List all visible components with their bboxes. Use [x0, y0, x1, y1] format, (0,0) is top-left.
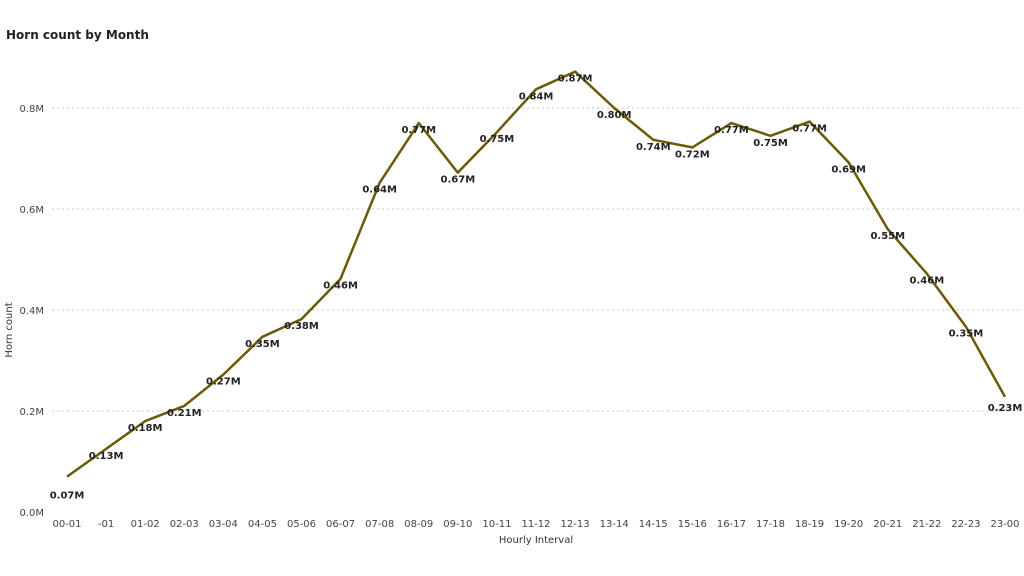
- data-label: 0.75M: [753, 138, 788, 149]
- x-tick-label: 20-21: [873, 519, 902, 530]
- data-label: 0.23M: [988, 403, 1023, 414]
- data-label: 0.80M: [597, 110, 632, 121]
- grid-lines: [52, 107, 1020, 412]
- x-axis-title: Hourly Interval: [499, 535, 573, 546]
- x-tick-label: 11-12: [521, 519, 550, 530]
- data-label: 0.46M: [323, 281, 358, 292]
- y-axis-title: Horn count: [4, 302, 15, 357]
- x-tick-label: 06-07: [326, 519, 355, 530]
- x-tick-label: 23-00: [990, 519, 1019, 530]
- x-axis-ticks: 00-01 -01 01-02 02-03 03-04 04-05 05-06 06-07 07…: [52, 519, 1019, 530]
- data-label: 0.38M: [284, 321, 319, 332]
- chart-title: Horn count by Month: [6, 28, 149, 42]
- data-label: 0.77M: [792, 124, 827, 135]
- x-tick-label: 00-01: [52, 519, 81, 530]
- data-label: 0.84M: [519, 91, 554, 102]
- data-label: 0.69M: [831, 165, 866, 176]
- x-tick-label: 05-06: [287, 519, 316, 530]
- data-label: 0.64M: [362, 185, 397, 196]
- x-tick-label: 02-03: [170, 519, 199, 530]
- data-label: 0.35M: [245, 339, 280, 350]
- x-tick-label: 18-19: [795, 519, 824, 530]
- x-tick-label: 08-09: [404, 519, 433, 530]
- x-tick-label: 16-17: [717, 519, 746, 530]
- data-label: 0.74M: [636, 142, 671, 153]
- data-label: 0.72M: [675, 149, 710, 160]
- data-label: 0.21M: [167, 408, 202, 419]
- data-label: 0.77M: [714, 125, 749, 136]
- x-tick-label: 19-20: [834, 519, 863, 530]
- x-tick-label: 09-10: [443, 519, 472, 530]
- y-tick-label: 0.6M: [19, 205, 44, 216]
- x-tick-label: 22-23: [951, 519, 980, 530]
- data-label: 0.55M: [870, 231, 905, 242]
- x-tick-label: 04-05: [248, 519, 277, 530]
- x-tick-label: 17-18: [756, 519, 785, 530]
- data-label: 0.67M: [441, 175, 476, 186]
- x-tick-label: 21-22: [912, 519, 941, 530]
- x-tick-label: 15-16: [678, 519, 707, 530]
- series-line: [66, 70, 1007, 478]
- x-tick-label: 07-08: [365, 519, 394, 530]
- data-label: 0.13M: [89, 451, 124, 462]
- x-tick-label: 12-13: [561, 519, 590, 530]
- x-tick-label: 14-15: [639, 519, 668, 530]
- y-axis-ticks: 0.0M 0.2M 0.4M 0.6M 0.8M: [19, 104, 44, 519]
- y-tick-label: 0.4M: [19, 306, 44, 317]
- data-label: 0.35M: [949, 329, 984, 340]
- y-tick-label: 0.2M: [19, 407, 44, 418]
- data-label: 0.77M: [401, 125, 436, 136]
- y-tick-label: 0.8M: [19, 104, 44, 115]
- data-label: 0.46M: [910, 276, 945, 287]
- data-label: 0.75M: [480, 134, 515, 145]
- data-labels: 0.07M 0.13M 0.18M 0.21M 0.27M 0.35M 0.38M 0.46M…: [50, 74, 1023, 502]
- x-tick-label: 01-02: [131, 519, 160, 530]
- x-tick-label: 03-04: [209, 519, 238, 530]
- data-label: 0.27M: [206, 377, 241, 388]
- x-tick-label: 13-14: [600, 519, 629, 530]
- data-label: 0.07M: [50, 491, 85, 502]
- x-tick-label: -01: [98, 519, 114, 530]
- data-label: 0.87M: [558, 74, 593, 85]
- x-tick-label: 10-11: [482, 519, 511, 530]
- y-tick-label: 0.0M: [19, 508, 44, 519]
- data-label: 0.18M: [128, 423, 163, 434]
